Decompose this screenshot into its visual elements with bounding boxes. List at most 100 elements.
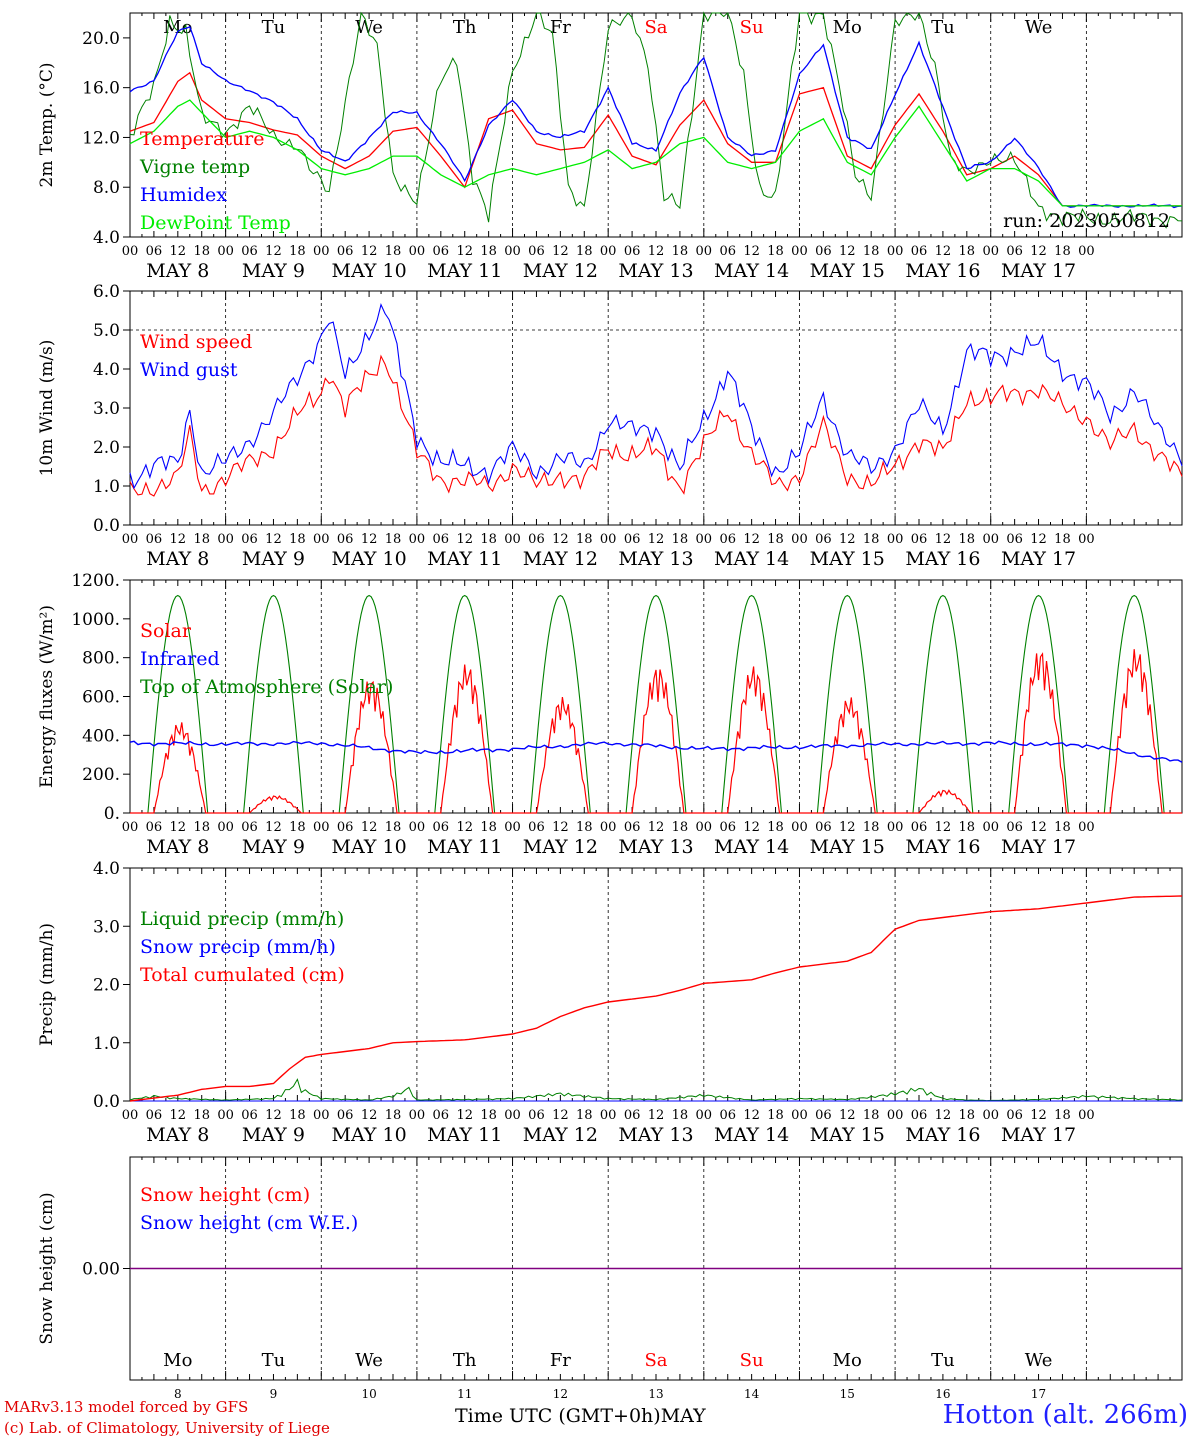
y-tick-label: 0.00 [82,1260,120,1280]
hour-tick-label: 00 [696,820,713,835]
legend-entry: Snow precip (mm/h) [140,936,336,958]
hour-tick-label: 12 [1030,1108,1047,1123]
hour-tick-label: 00 [122,1108,139,1123]
y-tick-label: 600. [82,688,120,708]
hour-tick-label: 00 [600,820,617,835]
hour-tick-label: 12 [552,532,569,547]
hour-tick-label: 06 [241,532,258,547]
hour-tick-label: 06 [911,820,928,835]
weekday-label: We [355,17,383,38]
y-tick-label: 8.0 [93,178,120,198]
series-temperature [129,71,1182,207]
y-axis-label: 10m Wind (m/s) [37,340,57,477]
hour-tick-label: 18 [576,532,593,547]
hour-tick-label: 12 [552,820,569,835]
date-label: MAY 9 [242,1124,305,1146]
hour-tick-label: 18 [193,1108,210,1123]
date-label: MAY 16 [905,1124,980,1146]
hour-tick-label: 12 [456,1108,473,1123]
series-infrared [129,740,1183,763]
date-label: MAY 8 [146,260,209,282]
day-number: 12 [553,1387,568,1401]
date-label: MAY 16 [905,260,980,282]
hour-tick-label: 12 [1030,244,1047,259]
hour-tick-label: 00 [600,1108,617,1123]
hour-tick-label: 12 [839,820,856,835]
hour-tick-label: 18 [289,532,306,547]
legend-entry: Wind speed [140,331,252,353]
hour-tick-label: 18 [672,1108,689,1123]
hour-tick-label: 06 [624,1108,641,1123]
y-tick-label: 1.0 [93,477,120,497]
panel-4: Precip (mm/h) 0.0 1.0 2.0 3.0 4.0 00 06 12 18 00 06… [37,859,1183,1146]
plot-frame [129,290,1183,526]
series-dewpoint-temp [129,99,1182,207]
hour-tick-label: 18 [672,244,689,259]
date-label: MAY 8 [146,1124,209,1146]
weekday-label: Mo [833,1350,862,1371]
y-axis-label: Precip (mm/h) [37,923,57,1046]
hour-tick-label: 06 [911,244,928,259]
y-tick-label: 20.0 [82,29,120,49]
date-label: MAY 10 [332,1124,407,1146]
hour-tick-label: 00 [791,1108,808,1123]
date-label: MAY 16 [905,548,980,570]
hour-tick-label: 00 [504,244,521,259]
day-number: 9 [270,1387,278,1401]
hour-tick-label: 06 [433,532,450,547]
date-label: MAY 11 [427,548,502,570]
day-number: 10 [361,1387,376,1401]
weekday-label: Su [740,17,764,38]
weekday-label: Fr [550,17,571,38]
hour-tick-label: 00 [982,820,999,835]
date-label: MAY 13 [618,836,693,858]
day-number: 11 [457,1387,472,1401]
hour-tick-label: 06 [241,244,258,259]
legend-entry: Wind gust [140,359,238,381]
hour-tick-label: 18 [480,532,497,547]
hour-tick-label: 06 [1006,532,1023,547]
hour-tick-label: 00 [600,244,617,259]
date-label: MAY 14 [714,836,789,858]
hour-tick-label: 12 [265,1108,282,1123]
hour-tick-label: 00 [1078,1108,1095,1123]
date-label: MAY 10 [332,548,407,570]
hour-tick-label: 18 [1054,532,1071,547]
hour-tick-label: 00 [887,1108,904,1123]
hour-tick-label: 12 [456,244,473,259]
hour-tick-label: 06 [815,244,832,259]
hour-tick-label: 12 [265,820,282,835]
hour-tick-label: 06 [337,532,354,547]
date-label: MAY 14 [714,1124,789,1146]
hour-tick-label: 12 [361,820,378,835]
hour-tick-label: 00 [1078,820,1095,835]
hour-tick-label: 18 [863,1108,880,1123]
legend-entry: Temperature [140,128,264,150]
hour-tick-label: 06 [911,1108,928,1123]
hour-tick-label: 06 [337,244,354,259]
y-tick-label: 4.0 [93,859,120,879]
date-label: MAY 14 [714,548,789,570]
y-axis-label: Energy fluxes (W/m²) [37,605,57,788]
date-label: MAY 11 [427,260,502,282]
legend-entry: Total cumulated (cm) [140,964,345,986]
weekday-label: We [1025,1350,1053,1371]
legend-entry: Top of Atmosphere (Solar) [140,676,393,698]
panel-5: Snow height (cm) 0.00 Snow height (cm) Snow… [37,1156,1183,1401]
hour-tick-label: 12 [456,820,473,835]
hour-tick-label: 06 [1006,820,1023,835]
hour-tick-label: 12 [743,532,760,547]
date-label: MAY 13 [618,260,693,282]
hour-tick-label: 18 [863,244,880,259]
hour-tick-label: 12 [935,820,952,835]
date-label: MAY 12 [523,836,598,858]
date-label: MAY 10 [332,836,407,858]
date-label: MAY 16 [905,836,980,858]
hour-tick-label: 12 [1030,820,1047,835]
hour-tick-label: 06 [719,1108,736,1123]
y-tick-label: 16.0 [82,79,120,99]
hour-tick-label: 12 [170,244,187,259]
y-tick-label: 3.0 [93,399,120,419]
hour-tick-label: 00 [887,244,904,259]
